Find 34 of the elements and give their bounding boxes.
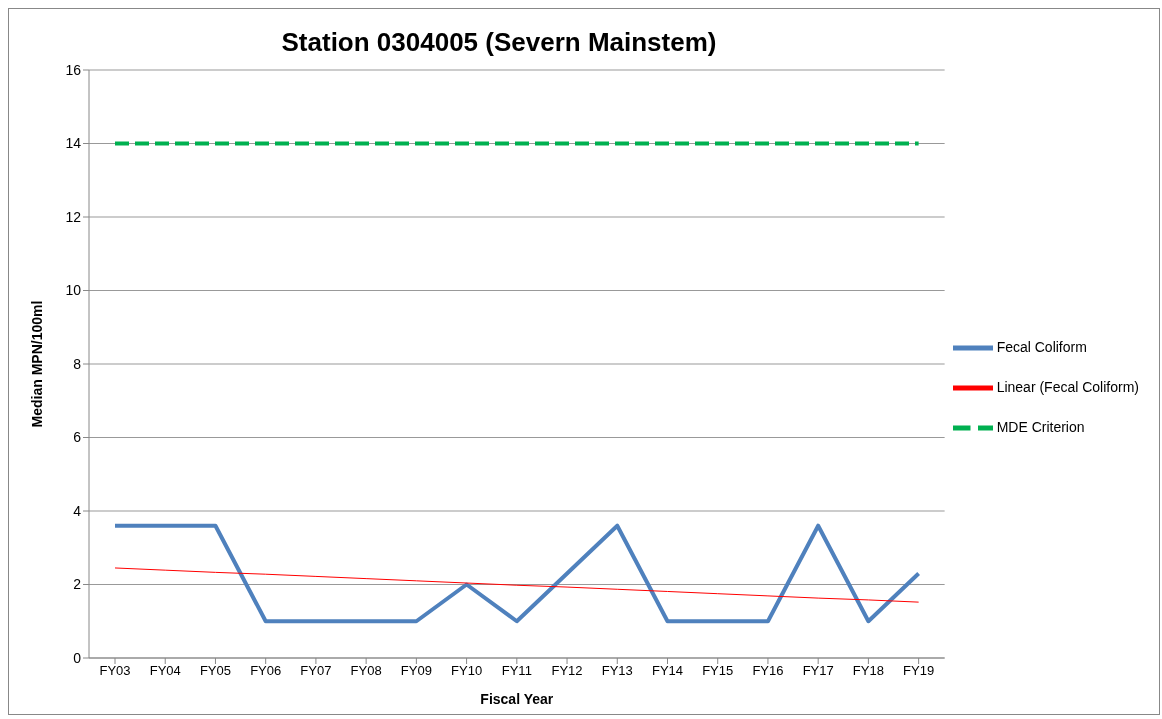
x-axis-title: Fiscal Year — [480, 691, 554, 707]
x-tick-label: FY16 — [752, 663, 784, 679]
x-tick-label: FY18 — [852, 663, 884, 679]
x-tick-label: FY07 — [300, 663, 332, 679]
x-tick-label: FY10 — [451, 663, 483, 679]
legend-label: Fecal Coliform — [996, 338, 1087, 355]
x-tick-label: FY11 — [501, 663, 532, 679]
y-tick-label: 2 — [73, 576, 82, 593]
y-tick-label: 10 — [65, 282, 82, 299]
x-tick-label: FY12 — [551, 663, 583, 679]
chart-title: Station 0304005 (Severn Mainstem) — [280, 27, 718, 58]
legend-label: Linear (Fecal Coliform) — [996, 378, 1139, 395]
x-tick-label: FY08 — [350, 663, 382, 679]
y-tick-label: 14 — [65, 135, 82, 152]
x-tick-label: FY19 — [903, 663, 935, 679]
y-tick-label: 8 — [73, 355, 82, 372]
y-tick-label: 4 — [73, 502, 82, 519]
y-axis-title: Median MPN/100ml — [28, 300, 45, 428]
legend-label: MDE Criterion — [996, 418, 1085, 435]
line-series — [113, 523, 921, 624]
x-tick-label: FY03 — [99, 663, 131, 679]
y-tick-label: 12 — [65, 208, 82, 225]
x-tick-label: FY15 — [702, 663, 734, 679]
y-tick-label: 16 — [65, 61, 82, 78]
x-tick-label: FY09 — [400, 663, 432, 679]
x-tick-label: FY13 — [601, 663, 633, 679]
x-tick-label: FY06 — [250, 663, 282, 679]
x-tick-label: FY14 — [651, 663, 684, 679]
y-tick-label: 0 — [73, 649, 82, 666]
x-tick-label: FY05 — [199, 663, 231, 679]
line-series — [114, 567, 920, 603]
x-tick-label: FY17 — [802, 663, 834, 679]
y-tick-label: 6 — [73, 429, 82, 446]
x-tick-label: FY04 — [149, 663, 181, 679]
